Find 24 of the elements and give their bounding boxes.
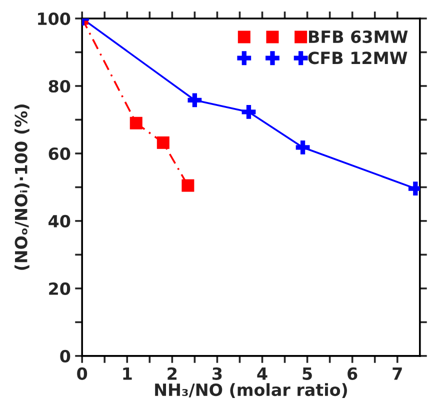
- x-tick-label: 1: [123, 368, 132, 380]
- x-tick-label: 5: [302, 368, 312, 380]
- point: [242, 105, 256, 119]
- legend-label: BFB 63MW: [309, 30, 408, 44]
- x-tick-label: 0: [77, 367, 88, 380]
- point: [188, 93, 202, 108]
- x-tick-label: 4: [257, 368, 268, 380]
- x-tick-label: 2: [168, 367, 177, 380]
- point: [296, 140, 310, 154]
- point: [156, 136, 170, 149]
- y-tick-label: 40: [48, 214, 70, 228]
- x-tick-label: 7: [392, 368, 402, 380]
- legend-label: CFB 12MW: [308, 52, 408, 64]
- point: [182, 179, 194, 192]
- point: [130, 116, 142, 130]
- y-tick-label: 0: [60, 350, 70, 362]
- y-tick-label: 20: [49, 282, 70, 296]
- y-tick-label: 80: [48, 80, 70, 93]
- x-tick-label: 6: [348, 367, 358, 380]
- y-tick-label: 60: [48, 147, 70, 160]
- y-axis-title: (NOₒ/NOᵢ)·100 (%): [14, 104, 30, 270]
- x-tick-label: 3: [212, 367, 222, 380]
- x-axis-title: NH₃/NO (molar ratio): [155, 383, 347, 398]
- y-tick-label: 100: [38, 12, 70, 26]
